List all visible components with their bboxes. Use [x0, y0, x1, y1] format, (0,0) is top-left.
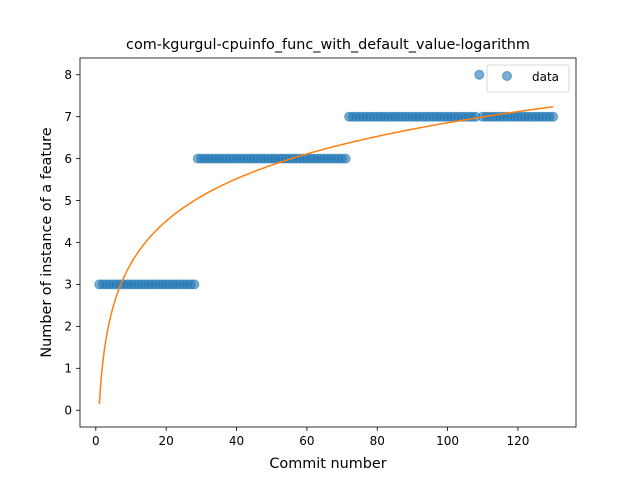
fit-line-layer [98, 105, 554, 405]
y-tick-label: 8 [64, 68, 72, 82]
x-axis: 0 20 40 60 80 100 120 [92, 427, 529, 448]
y-tick-label: 4 [64, 236, 72, 250]
y-tick-label: 2 [64, 320, 72, 334]
x-tick-label: 0 [92, 434, 100, 448]
legend: data [486, 64, 570, 93]
y-tick-label: 3 [64, 278, 72, 292]
x-tick-label: 40 [229, 434, 244, 448]
x-tick-label: 80 [370, 434, 385, 448]
data-point [548, 111, 559, 122]
x-axis-label: Commit number [269, 456, 386, 472]
x-tick-label: 60 [299, 434, 314, 448]
x-tick-label: 20 [159, 434, 174, 448]
y-tick-label: 1 [64, 362, 72, 376]
y-axis: 0 1 2 3 4 5 6 7 8 [64, 68, 80, 418]
data-point [340, 153, 351, 164]
x-tick-label: 100 [436, 434, 459, 448]
legend-label-data: data [532, 70, 559, 84]
fit-line [98, 105, 554, 405]
legend-marker [502, 71, 512, 81]
data-point [189, 279, 200, 290]
x-tick-label: 120 [507, 434, 530, 448]
y-axis-label: Number of instance of a feature [39, 127, 55, 357]
y-tick-label: 6 [64, 152, 72, 166]
y-tick-label: 7 [64, 110, 72, 124]
data-point [474, 69, 485, 80]
y-tick-label: 5 [64, 194, 72, 208]
y-tick-label: 0 [64, 404, 72, 418]
chart-title: com-kgurgul-cpuinfo_func_with_default_va… [126, 37, 530, 53]
data-points [94, 69, 559, 290]
